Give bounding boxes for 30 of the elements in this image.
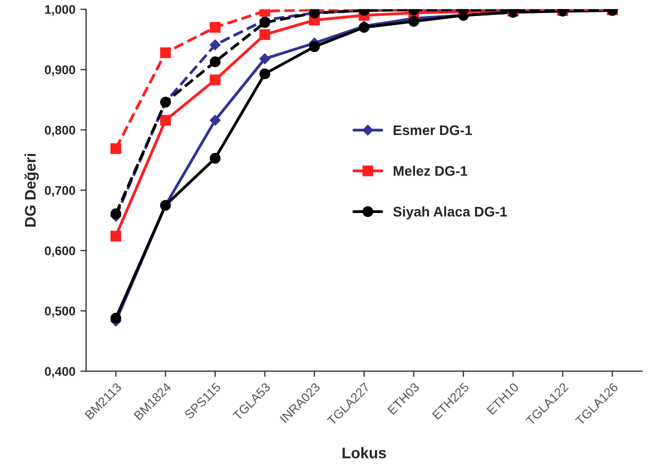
x-axis-title: Lokus <box>342 447 386 458</box>
point <box>309 41 320 52</box>
y-tick-label: 0,400 <box>44 367 76 378</box>
point <box>110 143 122 154</box>
point <box>259 17 270 28</box>
point <box>110 208 122 220</box>
y-tick-label: 0,800 <box>44 126 76 136</box>
point <box>160 114 171 126</box>
legend-label: Melez DG-1 <box>394 166 468 176</box>
point <box>210 74 221 86</box>
y-tick-label: 0,900 <box>44 65 76 76</box>
y-tick-label: 1,000 <box>45 5 76 16</box>
point <box>210 114 221 126</box>
y-tick-label: 0,700 <box>44 186 76 197</box>
point <box>408 16 420 27</box>
legend-label: Siyah Alaca DG-1 <box>393 206 507 220</box>
point <box>210 56 221 68</box>
y-tick-label: 0,600 <box>44 246 76 258</box>
point <box>160 47 171 58</box>
y-tick-label: 0,500 <box>44 306 76 318</box>
point <box>259 68 270 80</box>
point <box>259 29 270 40</box>
point <box>210 22 221 33</box>
point <box>110 312 122 324</box>
y-axis-title: DG Değeri <box>24 154 39 227</box>
point <box>259 53 270 64</box>
point <box>110 230 122 242</box>
legend-label: Esmer DG-1 <box>394 125 472 136</box>
point <box>210 39 221 50</box>
point <box>210 152 221 164</box>
